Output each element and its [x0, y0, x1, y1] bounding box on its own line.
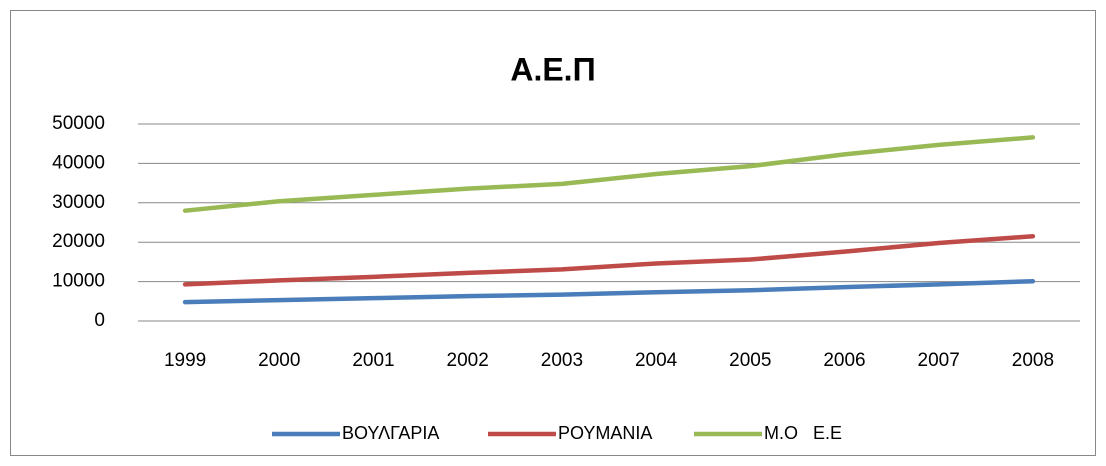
series-line [182, 278, 1036, 305]
y-tick-label: 0 [94, 310, 105, 331]
series-line [182, 234, 1036, 287]
y-tick-label: 50000 [52, 113, 105, 134]
chart-border [10, 10, 1096, 456]
legend-label: Μ.Ο Ε.Ε [764, 423, 842, 443]
y-tick-label: 40000 [52, 152, 105, 173]
chart-title: Α.Ε.Π [510, 51, 595, 87]
x-tick-label: 2002 [447, 350, 489, 371]
legend-label: ΒΟΥΛΓΑΡΙΑ [342, 423, 439, 443]
y-tick-label: 30000 [52, 192, 105, 213]
series-line [182, 135, 1036, 213]
x-tick-label: 2000 [258, 350, 300, 371]
x-tick-label: 2001 [352, 350, 394, 371]
x-tick-label: 2006 [823, 350, 865, 371]
y-tick-label: 10000 [52, 271, 105, 292]
x-tick-label: 2003 [541, 350, 583, 371]
x-tick-label: 2008 [1012, 350, 1054, 371]
x-tick-label: 2007 [918, 350, 960, 371]
x-tick-label: 1999 [164, 350, 206, 371]
x-tick-label: 2005 [729, 350, 771, 371]
y-tick-label: 20000 [52, 231, 105, 252]
legend-label: ΡΟΥΜΑΝΙΑ [558, 423, 652, 443]
x-tick-label: 2004 [635, 350, 678, 371]
